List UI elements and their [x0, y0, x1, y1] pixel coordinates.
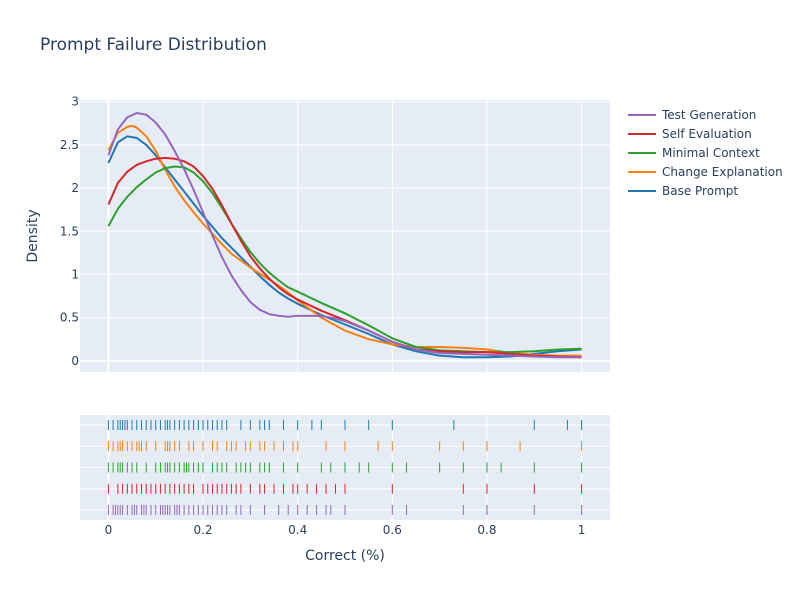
grid-lines — [80, 100, 610, 520]
legend-label: Self Evaluation — [662, 127, 752, 141]
y-tick-label: 2.5 — [60, 138, 79, 152]
rug-row-change-explanation — [107, 441, 583, 452]
series-lines — [107, 112, 582, 359]
legend-item[interactable]: Minimal Context — [628, 146, 760, 160]
series-line-test-generation — [107, 112, 582, 359]
y-tick-label: 1 — [71, 267, 79, 281]
legend-label: Change Explanation — [662, 165, 783, 179]
series-line-self-evaluation — [107, 156, 582, 359]
y-tick-label: 2 — [71, 181, 79, 195]
x-tick-label: 0.6 — [383, 523, 402, 537]
x-tick-label: 0.4 — [288, 523, 307, 537]
x-tick-label: 0.8 — [477, 523, 496, 537]
legend-item[interactable]: Change Explanation — [628, 165, 783, 179]
y-axis-title: Density — [25, 209, 41, 262]
legend-label: Base Prompt — [662, 184, 738, 198]
y-tick-label: 1.5 — [60, 224, 79, 238]
y-tick-label: 0.5 — [60, 311, 79, 325]
x-axis-ticks: 0 0.2 0.4 0.6 0.8 1 — [105, 523, 586, 537]
x-tick-label: 0 — [105, 523, 113, 537]
y-tick-label: 0 — [71, 354, 79, 368]
rug-row-base-prompt — [107, 420, 583, 430]
x-axis-title: Correct (%) — [305, 548, 385, 564]
rug-row-minimal-context — [107, 462, 583, 473]
legend-label: Minimal Context — [662, 146, 760, 160]
rug-row-test-generation — [107, 505, 583, 515]
legend-item[interactable]: Self Evaluation — [628, 127, 752, 141]
y-axis-ticks: 0 0.5 1 1.5 2 2.5 3 — [60, 95, 79, 368]
x-tick-label: 0.2 — [193, 523, 212, 537]
chart-title: Prompt Failure Distribution — [40, 35, 267, 55]
x-tick-label: 1 — [578, 523, 586, 537]
legend[interactable]: Test Generation Self Evaluation Minimal Co… — [628, 108, 783, 198]
rug-marks — [107, 420, 583, 515]
y-tick-label: 3 — [71, 95, 79, 109]
legend-label: Test Generation — [661, 108, 756, 122]
legend-item[interactable]: Test Generation — [628, 108, 756, 122]
rug-row-self-evaluation — [107, 483, 583, 494]
series-line-change-explanation — [107, 124, 582, 357]
legend-item[interactable]: Base Prompt — [628, 184, 738, 198]
